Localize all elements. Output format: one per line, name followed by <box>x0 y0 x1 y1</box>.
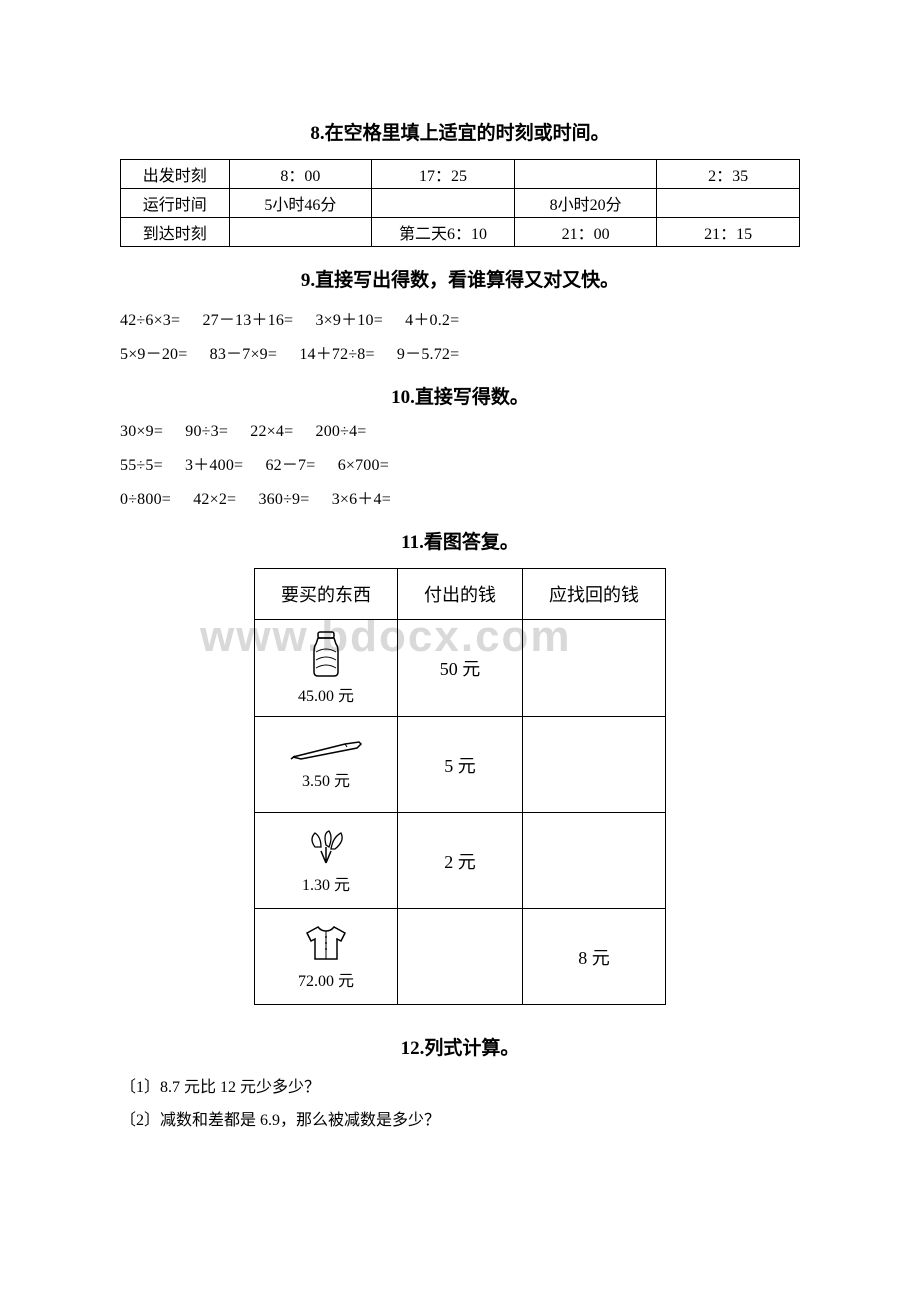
paid-cell: 5 元 <box>398 717 523 813</box>
cell: 8小时20分 <box>514 189 657 218</box>
math-row: 5×9－20= 83－7×9= 14＋72÷8= 9－5.72= <box>120 340 800 364</box>
expr: 9－5.72= <box>397 340 459 364</box>
cell: 17：25 <box>372 160 515 189</box>
paid-cell: 2 元 <box>398 813 523 909</box>
section8-title: 8.在空格里填上适宜的时刻或时间。 <box>120 118 800 145</box>
col-header: 应找回的钱 <box>523 569 666 620</box>
page-content: 8.在空格里填上适宜的时刻或时间。 出发时刻 8：00 17：25 2：35 运… <box>120 118 800 1134</box>
change-cell <box>523 813 666 909</box>
cell: 21：00 <box>514 218 657 247</box>
expr: 22×4= <box>250 423 293 441</box>
cell <box>514 160 657 189</box>
item-price: 45.00 元 <box>298 682 354 706</box>
expr: 0÷800= <box>120 491 171 509</box>
table-row: 出发时刻 8：00 17：25 2：35 <box>121 160 800 189</box>
cell <box>372 189 515 218</box>
expr: 200÷4= <box>316 423 367 441</box>
math-row: 42÷6×3= 27－13＋16= 3×9＋10= 4＋0.2= <box>120 306 800 330</box>
expr: 4＋0.2= <box>405 306 459 330</box>
cell: 2：35 <box>657 160 800 189</box>
table-header-row: 要买的东西 付出的钱 应找回的钱 <box>255 569 666 620</box>
col-header: 要买的东西 <box>255 569 398 620</box>
math-row: 0÷800= 42×2= 360÷9= 3×6＋4= <box>120 485 800 509</box>
expr: 42÷6×3= <box>120 312 180 330</box>
section11-title: 11.看图答复。 <box>120 527 800 554</box>
item-cell: 72.00 元 <box>255 909 398 1005</box>
section10-title: 10.直接写得数。 <box>120 382 800 409</box>
col-header: 付出的钱 <box>398 569 523 620</box>
table-row: 1.30 元 2 元 <box>255 813 666 909</box>
vegetable-icon <box>301 827 351 867</box>
item-price: 1.30 元 <box>302 871 350 895</box>
section11-table: 要买的东西 付出的钱 应找回的钱 45.00 元 50 元 <box>254 568 666 1005</box>
shirt-icon <box>303 923 349 963</box>
table-row: 运行时间 5小时46分 8小时20分 <box>121 189 800 218</box>
paid-cell <box>398 909 523 1005</box>
table-row: 72.00 元 8 元 <box>255 909 666 1005</box>
expr: 55÷5= <box>120 457 163 475</box>
expr: 42×2= <box>193 491 236 509</box>
expr: 6×700= <box>338 457 389 475</box>
item-cell: 3.50 元 <box>255 717 398 813</box>
section9-title: 9.直接写出得数，看谁算得又对又快。 <box>120 265 800 292</box>
cell: 5小时46分 <box>229 189 372 218</box>
expr: 360÷9= <box>258 491 309 509</box>
change-cell <box>523 620 666 717</box>
expr: 14＋72÷8= <box>299 340 374 364</box>
paid-cell: 50 元 <box>398 620 523 717</box>
cell <box>657 189 800 218</box>
jar-icon <box>306 630 346 678</box>
table-row: 3.50 元 5 元 <box>255 717 666 813</box>
math-row: 55÷5= 3＋400= 62－7= 6×700= <box>120 451 800 475</box>
expr: 5×9－20= <box>120 340 187 364</box>
expr: 3＋400= <box>185 451 243 475</box>
cell <box>229 218 372 247</box>
expr: 62－7= <box>265 451 315 475</box>
section8-table: 出发时刻 8：00 17：25 2：35 运行时间 5小时46分 8小时20分 … <box>120 159 800 247</box>
table-row: 45.00 元 50 元 <box>255 620 666 717</box>
change-cell <box>523 717 666 813</box>
pen-icon <box>287 739 365 763</box>
section12-title: 12.列式计算。 <box>120 1033 800 1060</box>
item-cell: 1.30 元 <box>255 813 398 909</box>
cell: 8：00 <box>229 160 372 189</box>
expr: 3×9＋10= <box>315 306 382 330</box>
row-label: 到达时刻 <box>121 218 230 247</box>
expr: 3×6＋4= <box>332 485 391 509</box>
row-label: 出发时刻 <box>121 160 230 189</box>
expr: 90÷3= <box>185 423 228 441</box>
expr: 27－13＋16= <box>202 306 293 330</box>
table-row: 到达时刻 第二天6：10 21：00 21：15 <box>121 218 800 247</box>
item-cell: 45.00 元 <box>255 620 398 717</box>
question-2: 〔2〕减数和差都是 6.9，那么被减数是多少？ <box>120 1107 800 1134</box>
item-price: 3.50 元 <box>302 767 350 791</box>
change-cell: 8 元 <box>523 909 666 1005</box>
row-label: 运行时间 <box>121 189 230 218</box>
expr: 83－7×9= <box>210 340 277 364</box>
question-1: 〔1〕8.7 元比 12 元少多少？ <box>120 1074 800 1101</box>
expr: 30×9= <box>120 423 163 441</box>
math-row: 30×9= 90÷3= 22×4= 200÷4= <box>120 423 800 441</box>
cell: 21：15 <box>657 218 800 247</box>
cell: 第二天6：10 <box>372 218 515 247</box>
item-price: 72.00 元 <box>298 967 354 991</box>
